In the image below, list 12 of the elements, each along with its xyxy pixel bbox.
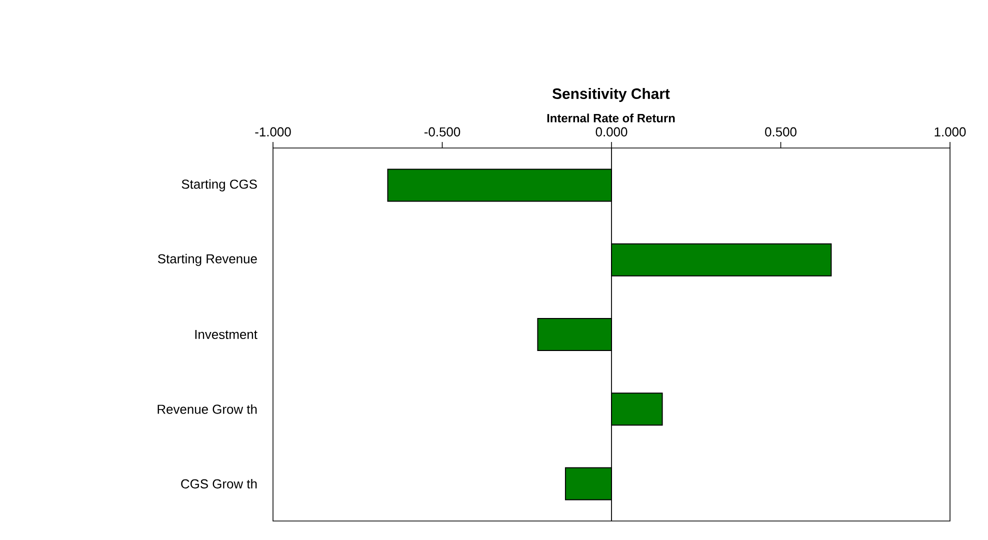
x-tick-label: -1.000	[255, 127, 291, 136]
x-tick-label: 0.500	[765, 127, 796, 136]
chart-subtitle: Internal Rate of Return	[547, 114, 675, 122]
x-tick-label: 1.000	[934, 127, 966, 136]
y-tick-label: CGS Grow th	[181, 478, 257, 488]
y-tick-label: Starting CGS	[182, 179, 257, 192]
x-tick-label: 0.000	[596, 127, 628, 136]
x-tick-label: -0.500	[424, 127, 460, 136]
chart-title: Sensitivity Chart	[552, 88, 670, 102]
y-tick-label: Starting Revenue	[158, 254, 257, 266]
y-tick-label: Investment	[195, 330, 258, 340]
y-tick-label: Revenue Grow th	[158, 404, 257, 414]
